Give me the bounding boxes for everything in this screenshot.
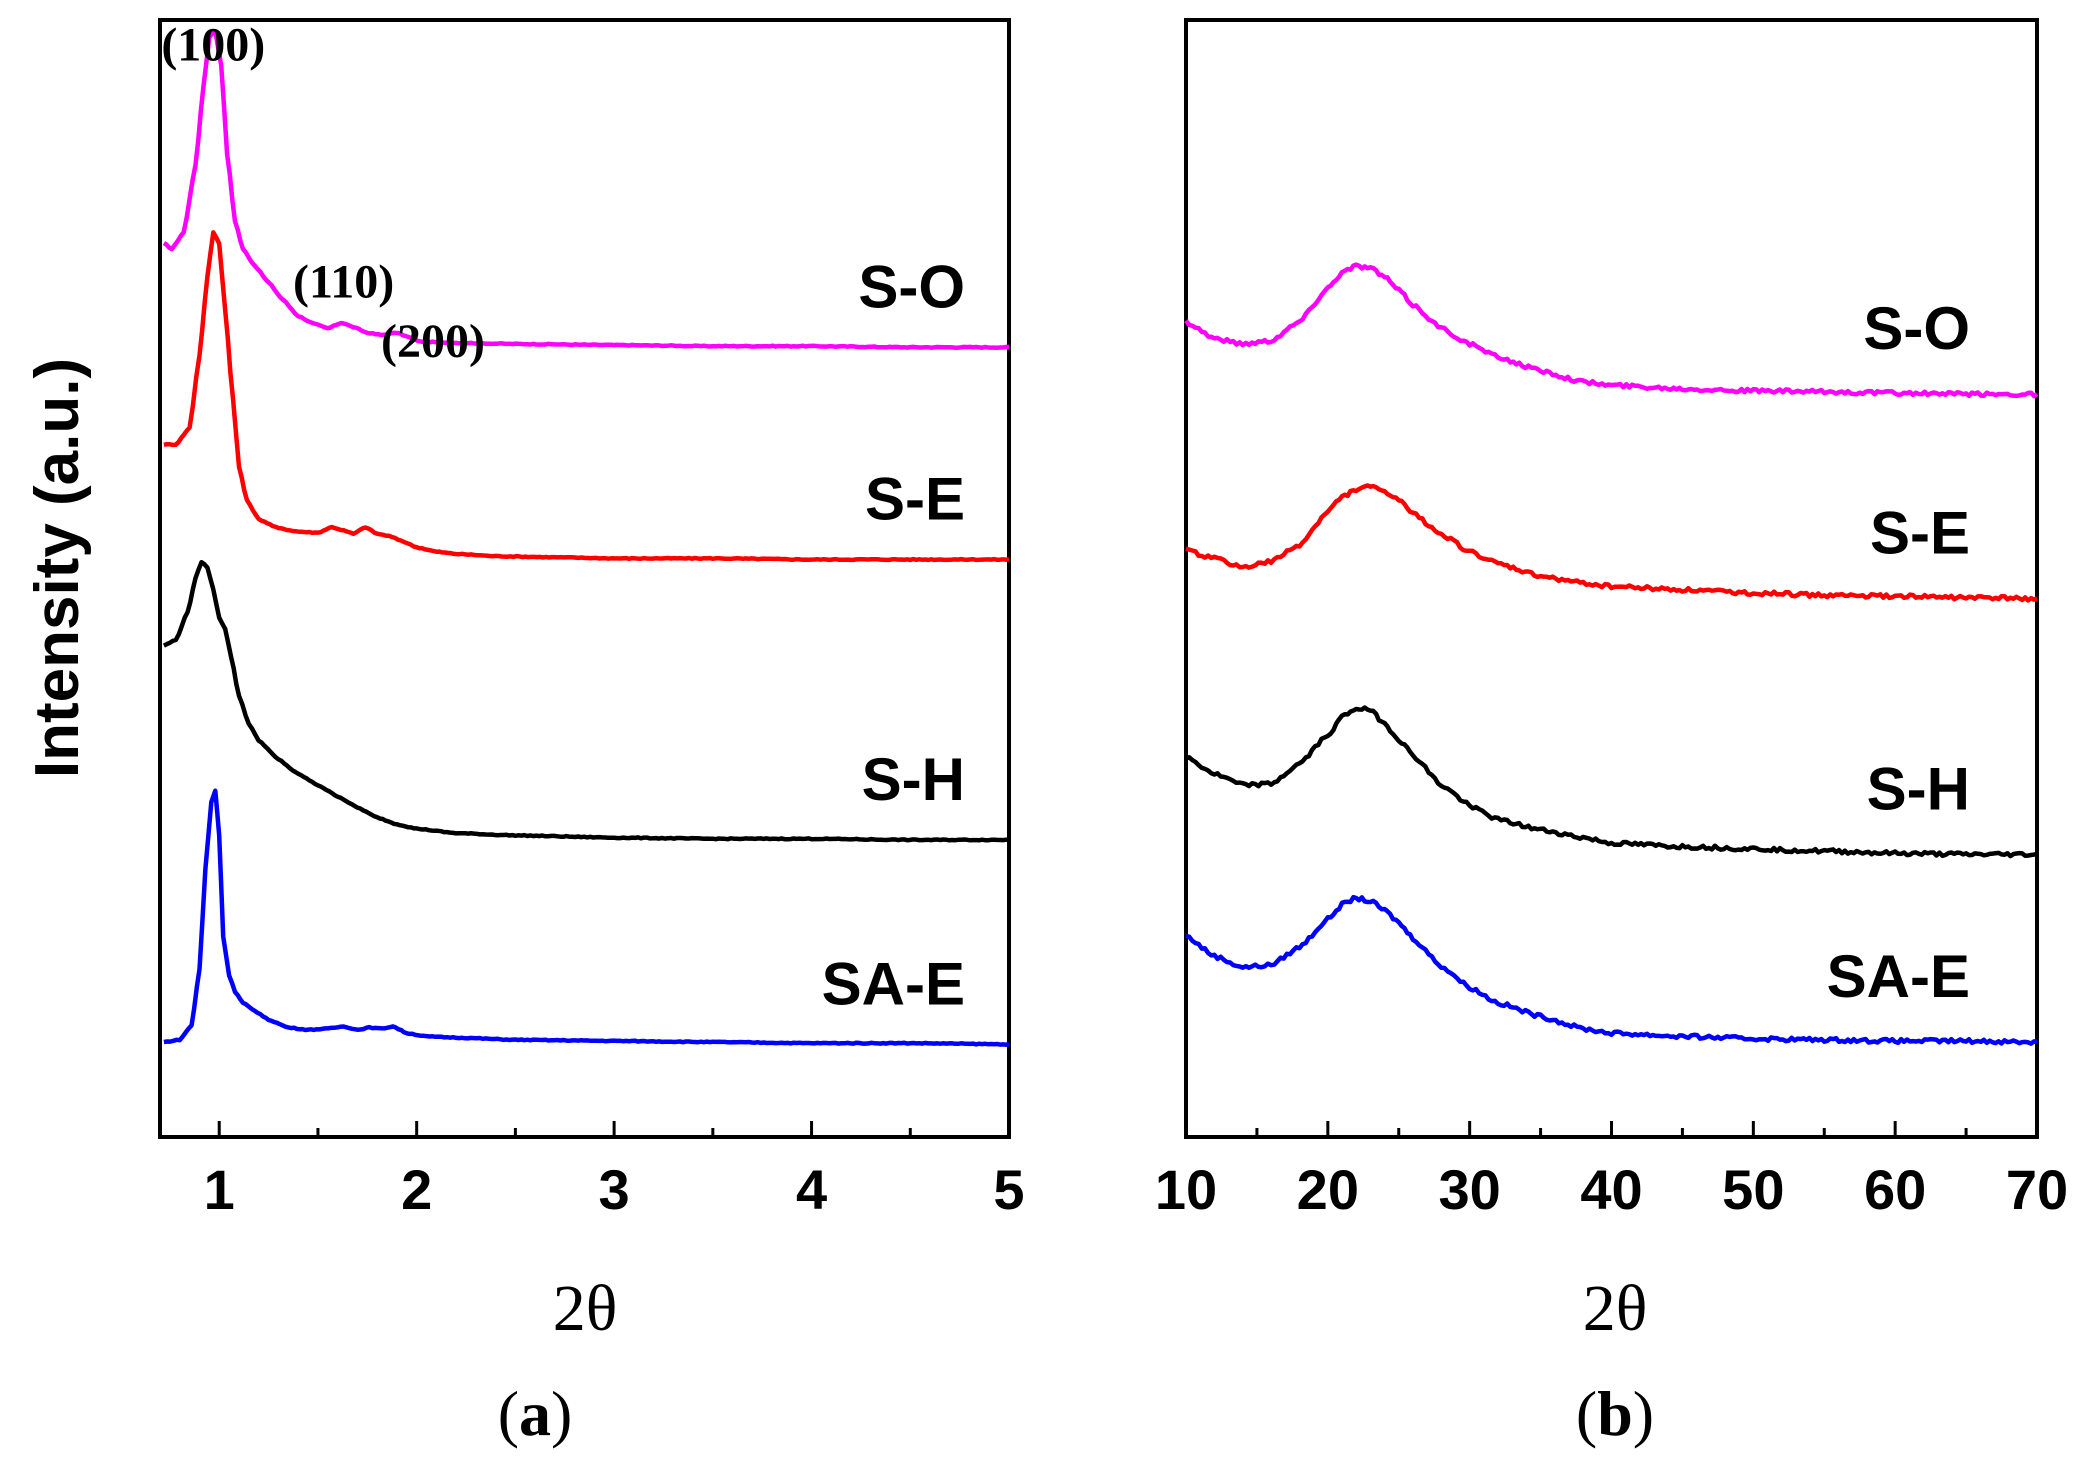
panel-a-series-labels: S-O S-E S-H SA-E xyxy=(822,253,965,1017)
series-line-s-h xyxy=(162,559,1010,843)
x-tick-label: 30 xyxy=(1439,1158,1501,1221)
panel-b-x-axis-label: 2θ xyxy=(1583,1272,1648,1345)
panel-a-x-ticks: 1 2 3 4 5 xyxy=(204,1121,1025,1221)
panel-b-series xyxy=(1184,262,2039,1046)
x-tick-label: 40 xyxy=(1580,1158,1642,1221)
x-tick-label: 2 xyxy=(401,1158,432,1221)
x-tick-label: 4 xyxy=(796,1158,827,1221)
y-axis-label: Intensity (a.u.) xyxy=(23,358,92,778)
x-tick-label: 5 xyxy=(993,1158,1024,1221)
panel-a-annotations: (100) (110) (200) xyxy=(161,19,485,368)
panel-b-letter: b xyxy=(1597,1378,1633,1449)
peak-annotation: (100) xyxy=(161,19,265,72)
x-tick-label: 3 xyxy=(599,1158,630,1221)
peak-annotation: (200) xyxy=(381,315,485,368)
x-tick-label: 10 xyxy=(1155,1158,1217,1221)
panel-a: 1 2 3 4 5 S-O S-E S-H SA-E (100) (110) (200) 2θ (… xyxy=(158,18,1025,1449)
series-line-sa-e xyxy=(1185,894,2038,1046)
series-line-s-h xyxy=(1185,705,2038,859)
series-label-s-o: S-O xyxy=(858,253,965,320)
series-label-sa-e: SA-E xyxy=(1827,943,1970,1010)
panel-b: 10 20 30 40 50 60 70 S-O S-E S-H SA-E 2θ (b) xyxy=(1155,18,2068,1449)
x-tick-label: 50 xyxy=(1722,1158,1784,1221)
panel-b-x-ticks: 10 20 30 40 50 60 70 xyxy=(1155,1121,2068,1221)
series-label-s-h: S-H xyxy=(862,746,965,813)
series-line-s-e xyxy=(1185,483,2038,603)
panel-a-caption: (a) xyxy=(498,1378,573,1449)
panel-b-series-labels: S-O S-E S-H SA-E xyxy=(1827,295,1970,1010)
peak-annotation: (110) xyxy=(293,255,394,308)
series-label-sa-e: SA-E xyxy=(822,950,965,1017)
panel-a-frame xyxy=(158,18,1011,1139)
series-label-s-e: S-E xyxy=(865,466,965,533)
series-line-s-o xyxy=(162,29,1010,350)
series-label-s-h: S-H xyxy=(1867,755,1970,822)
series-line-s-e xyxy=(163,230,1010,563)
panel-a-x-axis-label: 2θ xyxy=(553,1272,618,1345)
series-label-s-e: S-E xyxy=(1870,500,1970,567)
panel-a-series xyxy=(162,29,1010,1047)
panel-b-caption: (b) xyxy=(1576,1378,1654,1449)
x-tick-label: 70 xyxy=(2006,1158,2068,1221)
panel-a-letter: a xyxy=(519,1378,551,1449)
series-line-sa-e xyxy=(163,788,1010,1047)
series-line-s-o xyxy=(1184,262,2039,399)
x-tick-label: 1 xyxy=(204,1158,235,1221)
x-tick-label: 60 xyxy=(1864,1158,1926,1221)
series-label-s-o: S-O xyxy=(1863,295,1970,362)
x-tick-label: 20 xyxy=(1297,1158,1359,1221)
